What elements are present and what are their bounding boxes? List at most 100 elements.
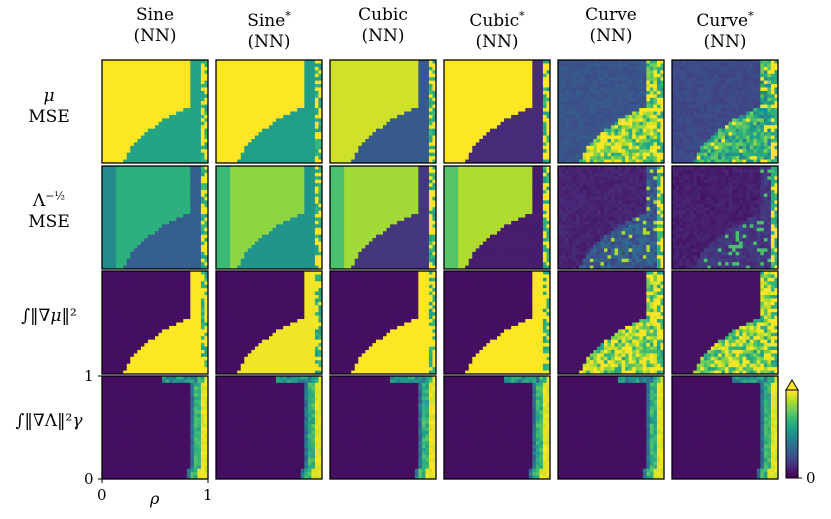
heatmap-cell	[241, 74, 245, 78]
heatmap-cell	[607, 153, 611, 157]
heatmap-cell	[629, 101, 633, 105]
heatmap-cell	[476, 149, 480, 153]
heatmap-cell	[273, 98, 277, 102]
heatmap-cell	[636, 122, 640, 126]
heatmap-cell	[508, 101, 512, 105]
heatmap-cell	[223, 108, 227, 112]
heatmap-cell	[639, 77, 643, 81]
heatmap-cell	[265, 122, 269, 126]
heatmap-cell	[176, 153, 180, 157]
heatmap-cell	[137, 146, 141, 150]
heatmap-cell	[234, 74, 238, 78]
heatmap-cell	[501, 139, 505, 143]
heatmap-cell	[251, 67, 255, 71]
heatmap-cell	[194, 74, 198, 78]
heatmap-cell	[223, 112, 227, 116]
heatmap-cell	[290, 146, 294, 150]
heatmap-cell	[597, 136, 601, 140]
heatmap-cell	[376, 101, 380, 105]
heatmap-cell	[615, 125, 619, 129]
heatmap-cell	[504, 70, 508, 74]
heatmap-cell	[448, 115, 452, 119]
heatmap-cell	[294, 112, 298, 116]
heatmap-cell	[127, 146, 131, 150]
heatmap-cell	[176, 70, 180, 74]
heatmap-cell	[166, 70, 170, 74]
heatmap-cell	[760, 67, 764, 71]
heatmap-cell	[176, 142, 180, 146]
heatmap-cell	[230, 84, 234, 88]
heatmap-cell	[134, 91, 138, 95]
heatmap-cell	[408, 105, 412, 109]
heatmap-cell	[465, 149, 469, 153]
heatmap-cell	[422, 139, 426, 143]
heatmap-cell	[227, 156, 231, 160]
heatmap-cell	[348, 125, 352, 129]
heatmap-cell	[590, 142, 594, 146]
heatmap-cell	[280, 153, 284, 157]
heatmap-cell	[159, 91, 163, 95]
heatmap-cell	[600, 91, 604, 95]
heatmap-cell	[390, 142, 394, 146]
heatmap-cell	[244, 115, 248, 119]
heatmap-cell	[144, 129, 148, 133]
heatmap-cell	[448, 87, 452, 91]
heatmap-cell	[486, 129, 490, 133]
heatmap-cell	[280, 101, 284, 105]
heatmap-cell	[643, 87, 647, 91]
heatmap-cell	[280, 142, 284, 146]
heatmap-cell	[704, 105, 708, 109]
heatmap-cell	[301, 129, 305, 133]
heatmap-cell	[141, 142, 145, 146]
heatmap-cell	[351, 139, 355, 143]
heatmap-cell	[425, 84, 429, 88]
heatmap-cell	[369, 63, 373, 67]
heatmap-cell	[344, 87, 348, 91]
heatmap-cell	[383, 115, 387, 119]
heatmap-cell	[515, 118, 519, 122]
heatmap-cell	[629, 153, 633, 157]
heatmap-cell	[273, 118, 277, 122]
heatmap-cell	[276, 149, 280, 153]
heatmap-cell	[539, 142, 543, 146]
heatmap-cell	[109, 132, 113, 136]
heatmap-cell	[572, 122, 576, 126]
heatmap-cell	[629, 74, 633, 78]
heatmap-cell	[425, 105, 429, 109]
heatmap-cell	[301, 146, 305, 150]
heatmap-cell	[372, 142, 376, 146]
heatmap-cell	[166, 98, 170, 102]
heatmap-cell	[597, 139, 601, 143]
heatmap-cell	[162, 98, 166, 102]
heatmap-cell	[362, 94, 366, 98]
heatmap-cell	[390, 105, 394, 109]
heatmap-cell	[144, 153, 148, 157]
heatmap-cell	[767, 101, 771, 105]
heatmap-cell	[607, 125, 611, 129]
heatmap-cell	[539, 125, 543, 129]
heatmap-cell	[187, 108, 191, 112]
heatmap-cell	[301, 118, 305, 122]
heatmap-cell	[183, 105, 187, 109]
heatmap-cell	[358, 156, 362, 160]
heatmap-cell	[383, 122, 387, 126]
heatmap-cell	[732, 108, 736, 112]
heatmap-cell	[501, 115, 505, 119]
heatmap-panel-r0-c0	[102, 60, 208, 163]
heatmap-cell	[508, 112, 512, 116]
heatmap-cell	[653, 105, 657, 109]
heatmap-cell	[223, 142, 227, 146]
heatmap-cell	[244, 149, 248, 153]
heatmap-cell	[390, 115, 394, 119]
heatmap-cell	[180, 67, 184, 71]
heatmap-cell	[180, 101, 184, 105]
heatmap-cell	[597, 74, 601, 78]
heatmap-cell	[369, 129, 373, 133]
heatmap-cell	[650, 139, 654, 143]
heatmap-cell	[315, 101, 319, 105]
heatmap-cell	[408, 146, 412, 150]
heatmap-cell	[562, 118, 566, 122]
heatmap-cell	[283, 112, 287, 116]
heatmap-cell	[137, 74, 141, 78]
heatmap-cell	[711, 77, 715, 81]
